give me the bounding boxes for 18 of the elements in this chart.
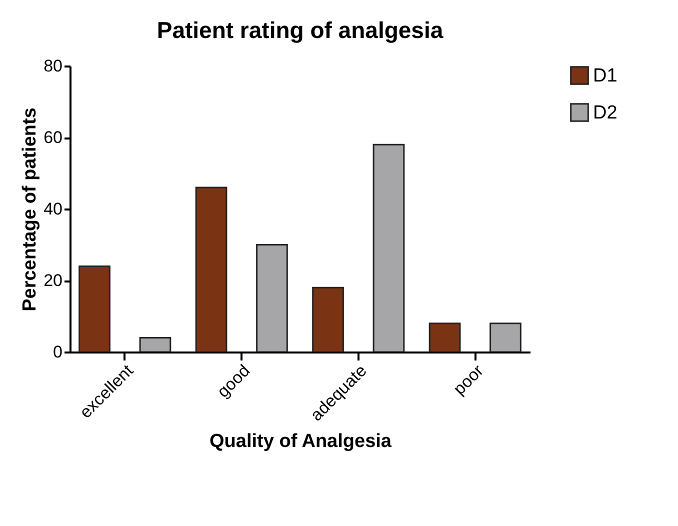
y-tick-label: 60 [44, 128, 62, 147]
x-axis-title: Quality of Analgesia [210, 430, 392, 452]
bar [195, 186, 228, 352]
bar [312, 286, 344, 352]
bar [372, 144, 405, 352]
bar [256, 244, 288, 352]
legend-label: D1 [593, 66, 618, 86]
bar [490, 322, 522, 352]
bar [139, 336, 172, 352]
y-axis-title: Percentage of patients [20, 108, 41, 312]
y-tick-label: 0 [53, 342, 62, 362]
y-tick-label: 40 [44, 200, 62, 218]
bar [78, 265, 110, 352]
y-tick-label: 20 [44, 271, 62, 290]
chart-title: Patient rating of analgesia [156, 17, 444, 43]
legend-label: D2 [593, 102, 618, 124]
bar [428, 322, 461, 352]
y-tick-label: 80 [44, 56, 62, 76]
